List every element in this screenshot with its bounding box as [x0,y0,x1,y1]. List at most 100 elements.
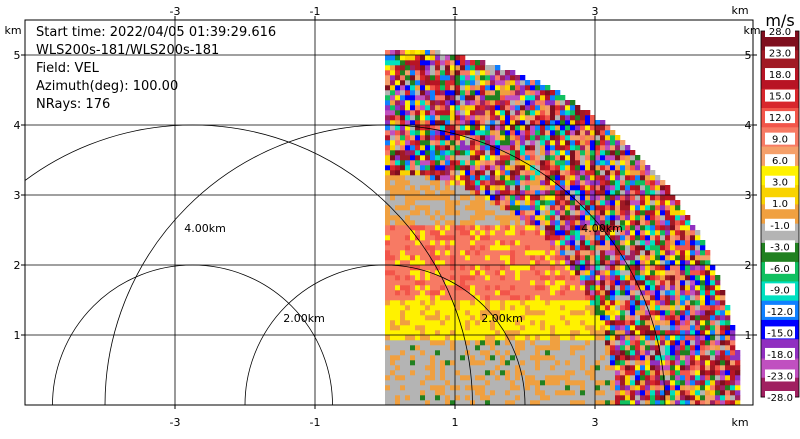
velocity-cell [520,130,526,136]
velocity-cell [620,190,626,196]
velocity-cell [605,330,611,336]
velocity-cell [585,310,591,316]
velocity-cell [640,175,646,181]
velocity-cell [390,275,396,281]
velocity-cell [460,395,466,401]
velocity-cell [610,160,616,166]
velocity-cell [455,250,461,256]
velocity-cell [435,340,441,346]
velocity-cell [475,90,481,96]
velocity-cell [575,290,581,296]
velocity-cell [515,330,521,336]
velocity-cell [395,300,401,306]
velocity-cell [495,385,501,391]
velocity-cell [625,275,631,281]
velocity-cell [665,245,671,251]
velocity-cell [440,360,446,366]
velocity-cell [650,375,656,381]
velocity-cell [420,175,426,181]
velocity-cell [505,240,511,246]
velocity-cell [420,355,426,361]
velocity-cell [455,100,461,106]
velocity-cell [660,395,666,401]
velocity-cell [600,220,606,226]
velocity-cell [615,355,621,361]
velocity-cell [560,335,566,341]
velocity-cell [390,345,396,351]
velocity-cell [570,225,576,231]
velocity-cell [670,220,676,226]
velocity-cell [535,235,541,241]
velocity-cell [605,365,611,371]
velocity-cell [520,400,526,406]
velocity-cell [615,220,621,226]
velocity-cell [575,235,581,241]
velocity-cell [385,50,391,56]
velocity-cell [650,280,656,286]
velocity-cell [655,355,661,361]
start-time-label: Start time: 2022/04/05 01:39:29.616 [36,25,277,40]
velocity-cell [555,400,561,406]
velocity-cell [395,220,401,226]
velocity-cell [395,115,401,121]
velocity-cell [385,140,391,146]
velocity-cell [725,330,731,336]
velocity-cell [725,355,731,361]
velocity-cell [650,340,656,346]
velocity-cell [620,270,626,276]
velocity-cell [400,360,406,366]
velocity-cell [550,130,556,136]
velocity-cell [525,220,531,226]
velocity-cell [700,285,706,291]
velocity-cell [555,195,561,201]
velocity-cell [655,200,661,206]
velocity-cell [390,280,396,286]
velocity-cell [565,210,571,216]
velocity-cell [435,315,441,321]
velocity-cell [585,130,591,136]
velocity-cell [565,300,571,306]
velocity-cell [630,175,636,181]
colorbar-label-bg [765,25,795,37]
velocity-cell [445,120,451,126]
velocity-cell [460,350,466,356]
velocity-cell [505,190,511,196]
velocity-cell [435,360,441,366]
velocity-cell [680,335,686,341]
velocity-cell [495,320,501,326]
velocity-cell [500,320,506,326]
velocity-cell [540,300,546,306]
velocity-cell [680,230,686,236]
y-tick-label-right: 2 [745,259,752,272]
velocity-cell [545,345,551,351]
velocity-cell [480,270,486,276]
velocity-cell [565,105,571,111]
velocity-cell [460,315,466,321]
velocity-cell [435,310,441,316]
velocity-cell [660,265,666,271]
velocity-cell [435,130,441,136]
velocity-cell [515,325,521,331]
velocity-cell [635,205,641,211]
velocity-cell [410,310,416,316]
velocity-cell [435,375,441,381]
x-axis-unit-bottom: km [731,416,748,429]
velocity-cell [440,125,446,131]
velocity-cell [675,200,681,206]
velocity-cell [395,315,401,321]
velocity-cell [460,325,466,331]
velocity-cell [460,355,466,361]
velocity-cell [485,95,491,101]
velocity-cell [510,360,516,366]
velocity-cell [610,150,616,156]
velocity-cell [575,170,581,176]
velocity-cell [420,300,426,306]
velocity-cell [600,375,606,381]
velocity-cell [565,365,571,371]
velocity-cell [650,380,656,386]
velocity-cell [480,70,486,76]
velocity-cell [530,120,536,126]
velocity-cell [440,255,446,261]
velocity-cell [635,190,641,196]
velocity-cell [405,160,411,166]
